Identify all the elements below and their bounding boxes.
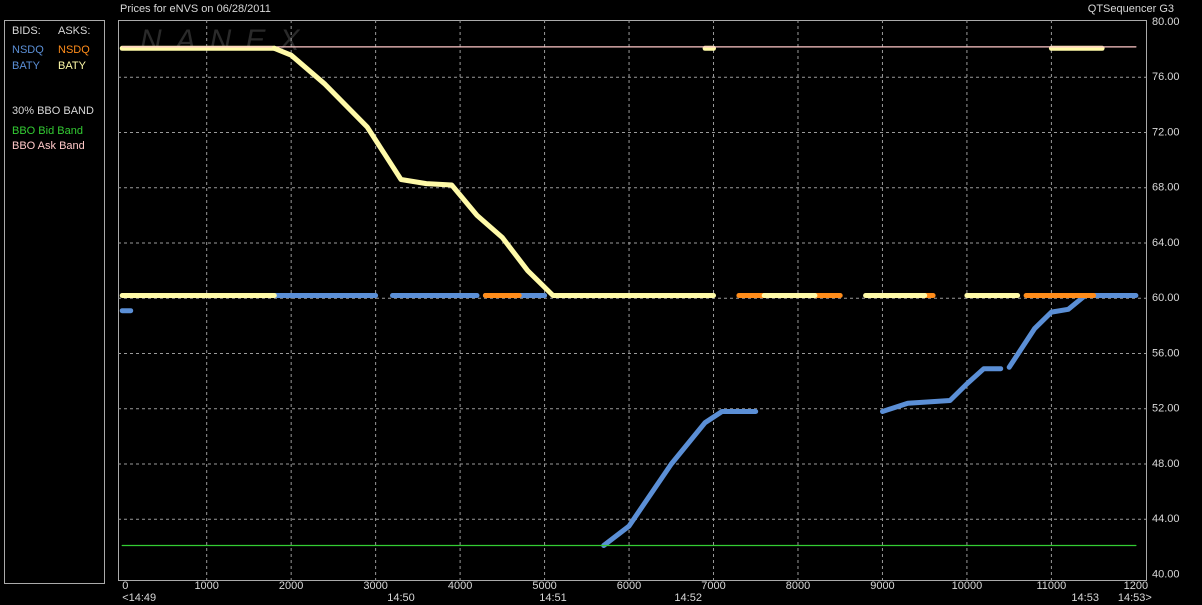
- watermark: NANEX: [140, 24, 313, 57]
- legend-panel: [4, 20, 105, 584]
- y-tick-label: 56.00: [1152, 347, 1180, 359]
- y-tick-label: 80.00: [1152, 16, 1180, 28]
- legend-entry: BATY: [12, 60, 41, 72]
- x-tick-label: 10000: [952, 580, 983, 592]
- y-tick-label: 44.00: [1152, 513, 1180, 525]
- y-tick-label: 72.00: [1152, 126, 1180, 138]
- x-tick-label: 1200: [1124, 580, 1148, 592]
- legend-entry: BBO Bid Band: [12, 125, 83, 137]
- y-tick-label: 76.00: [1152, 71, 1180, 83]
- x-tick-label: 0: [122, 580, 128, 592]
- chart-title: Prices for eNVS on 06/28/2011: [120, 3, 271, 15]
- time-tick-label: 14:53>: [1118, 592, 1152, 604]
- time-tick-label: 14:50: [387, 592, 415, 604]
- x-tick-label: 4000: [448, 580, 472, 592]
- x-tick-label: 8000: [786, 580, 810, 592]
- y-tick-label: 68.00: [1152, 182, 1180, 194]
- x-tick-label: 7000: [701, 580, 725, 592]
- x-tick-label: 5000: [532, 580, 556, 592]
- x-tick-label: 11000: [1037, 580, 1067, 592]
- y-tick-label: 60.00: [1152, 292, 1180, 304]
- series-line: [880, 366, 1004, 414]
- x-tick-label: 9000: [870, 580, 894, 592]
- band-title: 30% BBO BAND: [12, 105, 94, 117]
- legend-entry: BBO Ask Band: [12, 140, 85, 152]
- x-tick-label: 6000: [617, 580, 641, 592]
- x-tick-label: 2000: [279, 580, 303, 592]
- y-tick-label: 40.00: [1152, 568, 1180, 580]
- time-tick-label: 14:51: [539, 592, 567, 604]
- y-tick-label: 48.00: [1152, 458, 1180, 470]
- time-tick-label: <14:49: [122, 592, 156, 604]
- source-label: QTSequencer G3: [1088, 3, 1174, 15]
- legend-entry: NSDQ: [58, 44, 90, 56]
- x-tick-label: 3000: [363, 580, 387, 592]
- series-line: [601, 409, 759, 548]
- legend-header: BIDS:: [12, 25, 41, 37]
- series-line: [271, 45, 716, 298]
- y-tick-label: 52.00: [1152, 403, 1180, 415]
- legend-entry: BATY: [58, 60, 87, 72]
- legend-header: ASKS:: [58, 25, 90, 37]
- legend-entry: NSDQ: [12, 44, 44, 56]
- y-tick-label: 64.00: [1152, 237, 1180, 249]
- time-tick-label: 14:52: [674, 592, 702, 604]
- time-tick-label: 14:53: [1071, 592, 1099, 604]
- x-tick-label: 1000: [194, 580, 218, 592]
- plot-frame: [118, 20, 1147, 581]
